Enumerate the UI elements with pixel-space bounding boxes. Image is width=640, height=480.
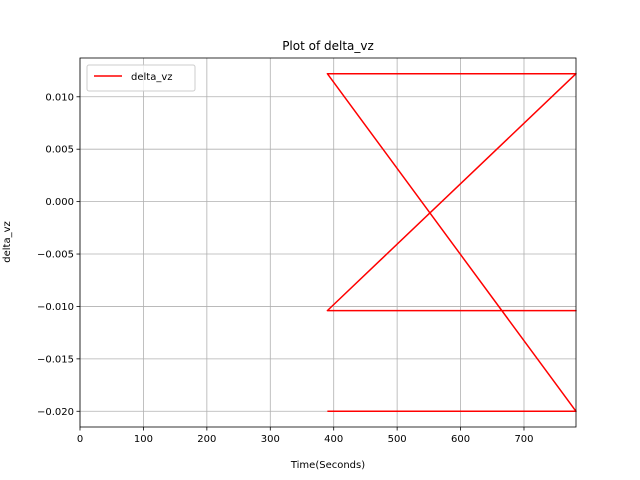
y-axis-label: delta_vz bbox=[2, 221, 13, 263]
x-tick-label: 400 bbox=[324, 434, 343, 445]
y-tick-label: 0.010 bbox=[45, 92, 74, 103]
x-tick-label: 700 bbox=[514, 434, 533, 445]
x-tick-label: 0 bbox=[77, 434, 83, 445]
y-axis-ticks: 0.010 0.005 0.000 −0.005 −0.010 −0.015 −0.020 bbox=[37, 92, 80, 418]
plot-frame bbox=[79, 57, 577, 428]
legend: delta_vz bbox=[86, 64, 196, 92]
x-tick-label: 300 bbox=[261, 434, 280, 445]
y-tick-label: −0.020 bbox=[37, 407, 74, 418]
x-axis-label: Time(Seconds) bbox=[290, 460, 365, 471]
legend-label: delta_vz bbox=[131, 72, 173, 83]
x-tick-label: 500 bbox=[388, 434, 407, 445]
y-tick-label: 0.005 bbox=[45, 145, 74, 156]
x-tick-label: 600 bbox=[451, 434, 470, 445]
chart-title: Plot of delta_vz bbox=[282, 39, 374, 53]
x-axis-ticks: 0 100 200 300 400 500 600 700 bbox=[77, 427, 534, 445]
y-tick-label: 0.000 bbox=[45, 197, 74, 208]
y-tick-label: −0.010 bbox=[37, 302, 74, 313]
y-tick-label: −0.005 bbox=[37, 250, 74, 261]
y-tick-label: −0.015 bbox=[37, 354, 74, 365]
x-tick-label: 200 bbox=[197, 434, 216, 445]
plot-area bbox=[80, 58, 576, 427]
legend-box bbox=[86, 64, 196, 92]
x-tick-label: 100 bbox=[134, 434, 153, 445]
